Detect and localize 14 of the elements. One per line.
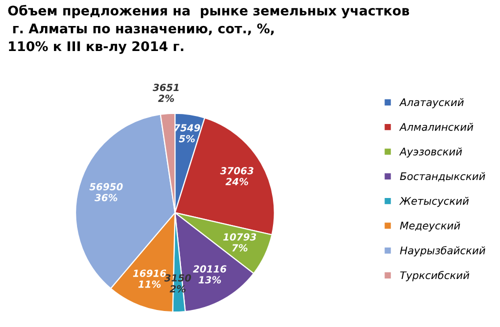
data-label: 20116 13% [192,265,226,284]
legend-label: Ауэзовский [399,147,462,158]
data-label: 37063 24% [220,167,254,186]
legend-label: Наурызбайский [400,246,486,256]
chart-title: Объем предложения на рынке земельных участков г. Алматы по назначению, сот., %, 110% к III кв-лу 2014 г. [8,4,410,54]
legend-label: Алмалинский [399,122,474,131]
data-label: 10793 7% [223,233,256,252]
legend-label: Бостандыкский [400,172,486,182]
legend-label: Турксибский [400,270,470,282]
legend-label: Алатауский [399,98,464,108]
data-label: 56950 36% [89,183,123,202]
legend-label: Медеуский [400,221,460,232]
data-label: 3651 2% [152,84,179,102]
legend-label: Жетысуский [399,196,469,207]
